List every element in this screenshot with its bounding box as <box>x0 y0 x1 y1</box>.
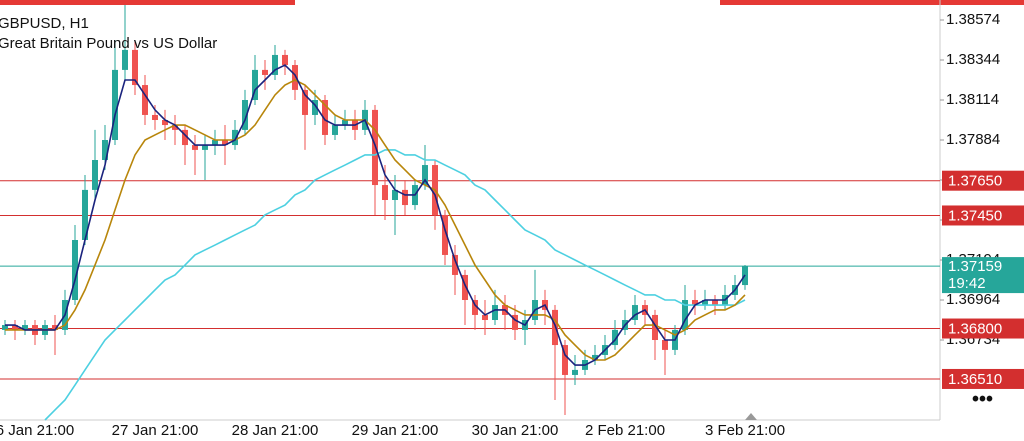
candle-body <box>482 314 488 320</box>
level-label: 1.37650 <box>948 173 1002 190</box>
moving-average-line <box>44 149 746 421</box>
y-tick-label: 1.38344 <box>946 51 1000 68</box>
level-label: 1.36800 <box>948 320 1002 337</box>
candle-body <box>202 145 208 150</box>
x-tick-label: 2 Feb 21:00 <box>585 422 665 439</box>
level-label-box <box>942 368 1024 389</box>
candle-body <box>632 305 638 320</box>
candle-body <box>272 54 278 75</box>
levels-layer <box>0 180 940 380</box>
candle-body <box>612 329 618 346</box>
candle-body <box>312 100 318 115</box>
candle-body <box>22 325 28 330</box>
candle-body <box>472 300 478 315</box>
candle-body <box>442 214 448 255</box>
x-tick-label: 27 Jan 21:00 <box>112 422 199 439</box>
candle-body <box>182 129 188 146</box>
y-tick-label: 1.36964 <box>946 291 1000 308</box>
candle-body <box>492 305 498 320</box>
candle-body <box>402 189 408 206</box>
current-price-box <box>942 257 1024 294</box>
candle-body <box>422 165 428 186</box>
candle-body <box>72 240 78 300</box>
candle-body <box>212 140 218 146</box>
candle-body <box>162 120 168 126</box>
candle-body <box>152 114 158 120</box>
level-label-box <box>942 318 1024 339</box>
level-label-box <box>942 205 1024 226</box>
candle-body <box>2 325 8 330</box>
candle-body <box>102 140 108 160</box>
moving-average-line <box>5 64 746 366</box>
x-tick-label: 28 Jan 21:00 <box>232 422 319 439</box>
candle-body <box>282 54 288 66</box>
y-tick-label: 1.37884 <box>946 131 1000 148</box>
level-label-box <box>942 170 1024 191</box>
labels-layer: 1.385741.383441.381141.378841.376541.374… <box>0 11 1024 439</box>
candle-body <box>92 160 98 190</box>
candle-body <box>342 120 348 126</box>
x-tick-label: 6 Jan 21:00 <box>0 422 74 439</box>
candle-body <box>652 314 658 340</box>
menu-dots[interactable]: ••• <box>972 388 993 410</box>
countdown-label: 19:42 <box>948 275 986 292</box>
candle-body <box>112 69 118 140</box>
candle-body <box>172 125 178 130</box>
candle-body <box>232 129 238 146</box>
candle-body <box>662 340 668 350</box>
y-tick-label: 1.38574 <box>946 11 1000 28</box>
y-tick-label: 1.38114 <box>946 91 999 108</box>
x-tick-label: 3 Feb 21:00 <box>705 422 785 439</box>
candle-body <box>222 140 228 146</box>
marks-layer <box>2 5 748 421</box>
candle-body <box>292 65 298 90</box>
candle-body <box>192 145 198 150</box>
candle-body <box>512 314 518 330</box>
candle-body <box>592 354 598 360</box>
candle-body <box>692 300 698 306</box>
candle-body <box>382 185 388 200</box>
top-bar <box>0 0 295 5</box>
top-bar <box>720 0 1024 5</box>
chart-title: GBPUSD, H1 <box>0 15 89 32</box>
candle-body <box>462 274 468 300</box>
x-tick-label: 29 Jan 21:00 <box>352 422 439 439</box>
scroll-marker <box>745 413 757 420</box>
candle-body <box>302 89 308 115</box>
candle-body <box>452 254 458 275</box>
moving-average-line <box>5 79 746 361</box>
candle-body <box>572 369 578 375</box>
x-tick-label: 30 Jan 21:00 <box>472 422 559 439</box>
candle-body <box>52 325 58 330</box>
candle-body <box>682 300 688 330</box>
candle-body <box>332 125 338 135</box>
candle-body <box>262 69 268 75</box>
candle-body <box>82 189 88 240</box>
candle-body <box>122 49 128 70</box>
candle-body <box>702 300 708 306</box>
current-price-label: 1.37159 <box>948 258 1002 275</box>
candle-body <box>142 85 148 115</box>
chart-subtitle: Great Britain Pound vs US Dollar <box>0 35 217 52</box>
candle-body <box>132 49 138 86</box>
candle-body <box>712 300 718 306</box>
level-label: 1.36510 <box>948 371 1002 388</box>
candle-body <box>242 100 248 130</box>
candle-body <box>12 325 18 330</box>
candle-body <box>252 69 258 100</box>
candle-body <box>322 100 328 135</box>
level-label: 1.37450 <box>948 207 1002 224</box>
candle-body <box>562 345 568 375</box>
candle-body <box>392 189 398 200</box>
